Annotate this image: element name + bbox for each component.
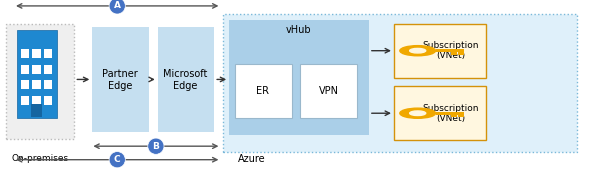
Text: B: B	[152, 142, 159, 151]
FancyBboxPatch shape	[300, 64, 357, 118]
Text: VPN: VPN	[318, 86, 339, 96]
Ellipse shape	[109, 152, 126, 168]
Circle shape	[400, 108, 436, 118]
FancyBboxPatch shape	[32, 65, 41, 74]
FancyBboxPatch shape	[394, 24, 486, 78]
FancyBboxPatch shape	[158, 27, 214, 132]
Text: C: C	[114, 155, 121, 164]
Ellipse shape	[148, 138, 164, 154]
FancyBboxPatch shape	[6, 24, 74, 139]
FancyBboxPatch shape	[32, 96, 41, 105]
FancyBboxPatch shape	[21, 49, 29, 58]
FancyBboxPatch shape	[21, 96, 29, 105]
FancyBboxPatch shape	[32, 80, 41, 89]
Text: Microsoft
Edge: Microsoft Edge	[164, 69, 208, 91]
FancyBboxPatch shape	[229, 20, 369, 135]
Circle shape	[410, 49, 426, 53]
FancyBboxPatch shape	[223, 14, 577, 152]
FancyBboxPatch shape	[451, 115, 457, 117]
FancyBboxPatch shape	[436, 112, 464, 115]
FancyBboxPatch shape	[21, 65, 29, 74]
FancyBboxPatch shape	[436, 49, 464, 52]
FancyBboxPatch shape	[458, 115, 464, 117]
Text: On-premises: On-premises	[12, 154, 69, 163]
Circle shape	[400, 46, 436, 56]
Circle shape	[410, 111, 426, 116]
FancyBboxPatch shape	[44, 80, 52, 89]
FancyBboxPatch shape	[31, 104, 42, 117]
Text: vHub: vHub	[286, 25, 312, 35]
FancyBboxPatch shape	[451, 52, 457, 55]
Text: ER: ER	[256, 86, 270, 96]
FancyBboxPatch shape	[32, 49, 41, 58]
Text: Subscription
(VNet): Subscription (VNet)	[423, 104, 479, 123]
FancyBboxPatch shape	[44, 65, 52, 74]
FancyBboxPatch shape	[235, 64, 292, 118]
FancyBboxPatch shape	[458, 52, 464, 55]
FancyBboxPatch shape	[44, 96, 52, 105]
FancyBboxPatch shape	[92, 27, 149, 132]
FancyBboxPatch shape	[17, 30, 57, 118]
Text: Partner
Edge: Partner Edge	[102, 69, 138, 91]
Ellipse shape	[109, 0, 126, 14]
FancyBboxPatch shape	[21, 80, 29, 89]
Text: A: A	[114, 1, 121, 10]
Text: Subscription
(VNet): Subscription (VNet)	[423, 41, 479, 60]
FancyBboxPatch shape	[394, 86, 486, 140]
FancyBboxPatch shape	[44, 49, 52, 58]
Text: Azure: Azure	[238, 154, 265, 164]
